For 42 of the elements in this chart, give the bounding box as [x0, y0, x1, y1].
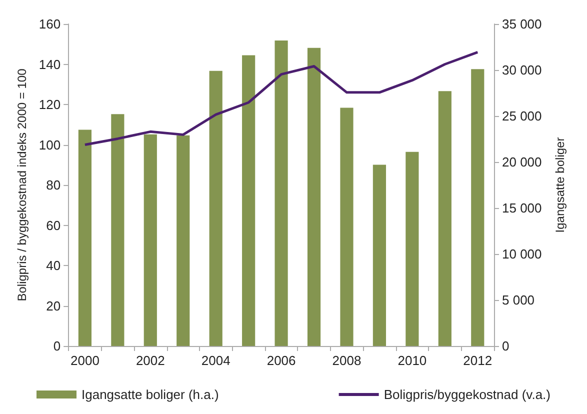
- bar: [209, 70, 222, 346]
- bar: [78, 130, 92, 346]
- y-tick-label: 60: [46, 218, 61, 233]
- y-tick-label: 100: [38, 137, 61, 152]
- y-axis-title: Boligpris / byggekostnad indeks 2000 = 100: [15, 68, 29, 302]
- legend-label: Igangsatte boliger (h.a.): [82, 387, 219, 402]
- y2-axis-title: Igangsatte boliger: [553, 137, 567, 233]
- line-series: [84, 50, 479, 146]
- bar: [242, 55, 256, 346]
- x-tick-label: 2012: [463, 353, 492, 368]
- x-tick-label: 2002: [136, 353, 165, 368]
- y-tick-label: 140: [38, 56, 61, 72]
- x-tick-label: 2006: [266, 353, 296, 368]
- bar: [307, 48, 321, 346]
- y2-tick-label: 20 000: [502, 154, 542, 170]
- bar: [471, 69, 484, 346]
- bar: [111, 114, 124, 346]
- bar: [438, 91, 452, 346]
- y-tick-label: 120: [38, 97, 61, 112]
- y-tick-label: 0: [53, 338, 61, 354]
- y2-tick-label: 30 000: [502, 62, 542, 78]
- y-tick-label: 160: [38, 16, 61, 32]
- y2-tick-label: 5 000: [502, 292, 535, 308]
- legend-label: Boligpris/byggekostnad (v.a.): [384, 387, 550, 402]
- y2-tick-label: 10 000: [502, 246, 542, 262]
- bar: [144, 134, 157, 346]
- y2-tick-label: 25 000: [502, 108, 542, 124]
- x-tick-label: 2010: [398, 353, 427, 368]
- bar: [372, 164, 386, 346]
- y-tick-label: 80: [46, 178, 61, 192]
- x-tick-label: 2000: [70, 353, 100, 368]
- y-tick-label: 20: [46, 298, 61, 314]
- bar: [406, 152, 419, 346]
- x-tick-label: 2008: [332, 353, 362, 368]
- y2-tick-label: 0: [502, 338, 510, 354]
- y-tick-label: 40: [46, 258, 61, 273]
- bar: [274, 40, 288, 346]
- bar: [340, 108, 354, 346]
- y2-tick-label: 15 000: [502, 200, 542, 216]
- bar: [176, 135, 190, 346]
- y2-tick-label: 35 000: [502, 16, 542, 32]
- x-tick-label: 2004: [201, 353, 230, 368]
